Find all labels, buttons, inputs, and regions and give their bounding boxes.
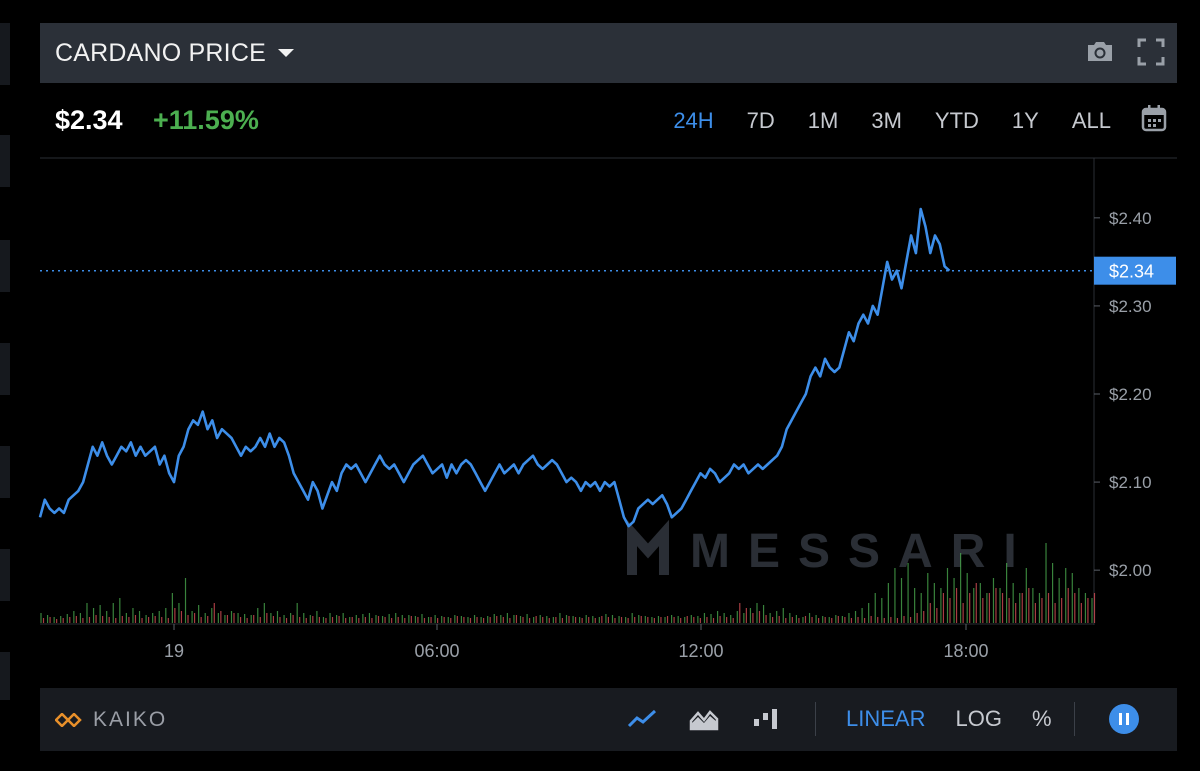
range-1y-button[interactable]: 1Y — [1011, 108, 1039, 133]
candlestick-chart-icon[interactable] — [749, 702, 783, 736]
x-tick-label: 19 — [164, 641, 184, 661]
camera-icon[interactable] — [1085, 38, 1115, 66]
chart-title[interactable]: CARDANO PRICE — [55, 38, 266, 67]
pause-icon[interactable] — [1108, 704, 1139, 734]
chart-tools: LINEAR LOG % — [625, 702, 1139, 736]
current-price-tag-label: $2.34 — [1109, 262, 1154, 282]
x-tick-label: 18:00 — [943, 641, 988, 661]
range-3m-button[interactable]: 3M — [871, 108, 902, 133]
price-chart: MESSARI $2.00 $2.10 $2.20 $2.30 $2.40 $2.34 19 0… — [0, 155, 1200, 675]
messari-watermark-icon — [627, 519, 669, 575]
scale-percent-button[interactable]: % — [1031, 706, 1052, 731]
left-edge-strip — [0, 23, 10, 85]
toolbar-divider — [815, 702, 816, 736]
area-chart-icon[interactable] — [687, 702, 721, 736]
scale-log-button[interactable]: LOG — [955, 706, 1002, 731]
title-dropdown-caret-icon[interactable] — [277, 49, 294, 57]
range-ytd-button[interactable]: YTD — [934, 108, 979, 133]
y-tick-label: $2.30 — [1109, 297, 1152, 316]
current-price-tag: $2.34 — [1094, 256, 1176, 285]
left-edge-strip — [0, 549, 10, 601]
line-chart-icon[interactable] — [625, 702, 659, 736]
range-all-button[interactable]: ALL — [1071, 108, 1111, 133]
price-bar: $2.34 +11.59% 24H 7D 1M 3M YTD 1Y ALL — [55, 100, 1175, 142]
range-24h-button[interactable]: 24H — [673, 108, 714, 133]
left-edge-strip — [0, 240, 10, 292]
y-tick-label: $2.20 — [1109, 385, 1152, 404]
kaiko-logo: KAIKO — [55, 708, 167, 732]
fullscreen-icon[interactable] — [1137, 38, 1165, 66]
calendar-icon[interactable] — [1141, 104, 1167, 137]
price-chart-svg[interactable]: MESSARI $2.00 $2.10 $2.20 $2.30 $2.40 $2.34 19 0… — [0, 155, 1200, 675]
left-edge-strip — [0, 343, 10, 395]
range-7d-button[interactable]: 7D — [746, 108, 775, 133]
x-tick-label: 06:00 — [414, 641, 459, 661]
x-tick-label: 12:00 — [678, 641, 723, 661]
current-price-tag-bg — [1094, 256, 1176, 285]
price-line — [38, 207, 951, 528]
y-tick-label: $2.40 — [1109, 209, 1152, 228]
price-change: +11.59% — [153, 105, 259, 135]
kaiko-label: KAIKO — [93, 708, 168, 731]
scale-linear-button[interactable]: LINEAR — [846, 706, 926, 731]
chart-header: CARDANO PRICE — [40, 23, 1177, 83]
left-edge-strip — [0, 652, 10, 700]
y-tick-label: $2.00 — [1109, 561, 1152, 580]
time-range-selector: 24H 7D 1M 3M YTD 1Y ALL — [640, 108, 1111, 134]
left-edge-strip — [0, 446, 10, 498]
kaiko-logo-icon — [55, 713, 82, 727]
toolbar-divider — [1073, 702, 1075, 736]
range-1m-button[interactable]: 1M — [807, 108, 839, 133]
messari-watermark: MESSARI — [690, 525, 1035, 578]
left-edge-strip — [0, 135, 10, 187]
current-price: $2.34 — [55, 105, 123, 135]
chart-footer: KAIKO LINEAR LOG % — [40, 688, 1177, 751]
y-tick-label: $2.10 — [1109, 473, 1152, 492]
